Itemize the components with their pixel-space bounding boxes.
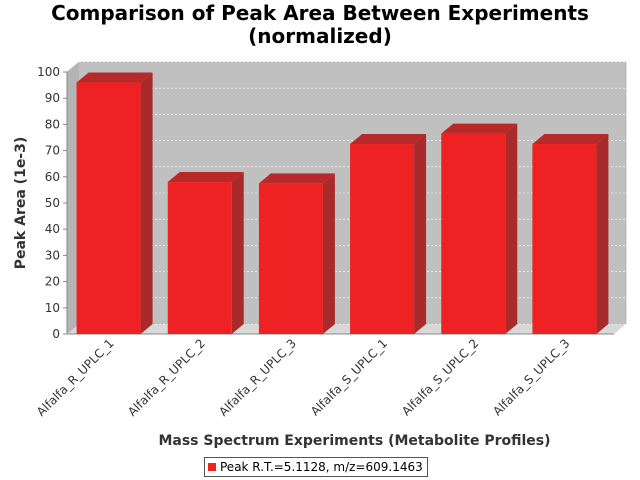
legend-swatch [208, 463, 216, 471]
bar [350, 134, 427, 334]
bar-top [532, 134, 609, 145]
y-tick-label: 60 [45, 170, 60, 184]
plot-left-wall [67, 62, 79, 334]
bar-side [231, 172, 244, 334]
bar-front [76, 82, 141, 334]
bar-side [414, 134, 427, 334]
y-tick-label: 80 [45, 117, 60, 131]
x-tick-label: Alfalfa_R_UPLC_2 [125, 336, 208, 419]
y-tick-label: 100 [37, 65, 60, 79]
y-tick-label: 70 [45, 144, 60, 158]
bar-front [350, 144, 415, 334]
bar-top [167, 172, 244, 183]
bar-top [76, 72, 153, 83]
chart-subtitle: (normalized) [248, 24, 392, 48]
bar [441, 123, 518, 334]
legend-label: Peak R.T.=5.1128, m/z=609.1463 [220, 460, 423, 474]
bar-top [441, 123, 518, 134]
bar-front [441, 133, 506, 334]
x-tick-label: Alfalfa_S_UPLC_2 [399, 336, 481, 418]
bar-top [258, 173, 335, 184]
x-tick-label: Alfalfa_S_UPLC_1 [308, 336, 390, 418]
bar-side [596, 134, 609, 334]
x-tick-label: Alfalfa_R_UPLC_3 [216, 336, 299, 419]
bar-front [258, 183, 323, 334]
chart-title: Comparison of Peak Area Between Experime… [0, 2, 640, 48]
y-tick-label: 40 [45, 222, 60, 236]
x-tick-label: Alfalfa_R_UPLC_1 [34, 336, 117, 419]
x-axis-title: Mass Spectrum Experiments (Metabolite Pr… [158, 433, 550, 449]
bar-side [140, 72, 153, 334]
y-tick-label: 50 [45, 196, 60, 210]
y-tick-label: 20 [45, 275, 60, 289]
bar-side [505, 123, 518, 334]
bar-top [350, 134, 427, 145]
y-tick-label: 90 [45, 91, 60, 105]
bar [76, 72, 153, 334]
chart-title-main: Comparison of Peak Area Between Experime… [51, 1, 589, 25]
y-tick-label: 30 [45, 248, 60, 262]
bar-side [322, 173, 335, 334]
bar-front [167, 182, 232, 334]
bar [532, 134, 609, 334]
bar-front [532, 144, 597, 334]
legend: Peak R.T.=5.1128, m/z=609.1463 [204, 457, 428, 477]
y-axis-title: Peak Area (1e-3) [13, 137, 29, 270]
y-tick-label: 0 [52, 327, 60, 341]
x-tick-label: Alfalfa_S_UPLC_3 [490, 336, 572, 418]
bar [167, 172, 244, 334]
bar [258, 173, 335, 334]
y-tick-label: 10 [45, 301, 60, 315]
